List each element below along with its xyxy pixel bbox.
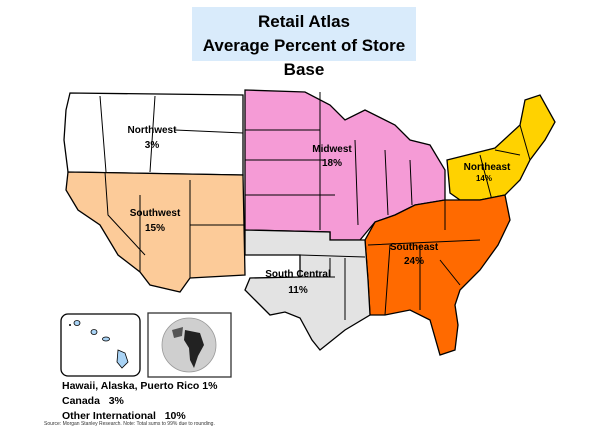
value-southwest: 15% [145,223,165,234]
note-hawaii: Hawaii, Alaska, Puerto Rico 1% [62,380,218,392]
note-canada: Canada 3% [62,395,124,407]
globe-icon [147,312,232,378]
label-south-central: South Central [265,269,331,280]
label-midwest: Midwest [312,144,352,155]
value-midwest: 18% [322,158,342,169]
value-northeast: 14% [476,174,492,183]
note-other-international: Other International 10% [62,410,186,422]
region-south-central [244,229,371,351]
title-line1: Retail Atlas [258,12,350,31]
value-southeast: 24% [404,256,424,267]
region-southeast [364,194,511,356]
source-note: Source: Morgan Stanley Research. Note: T… [44,421,215,427]
region-southwest [65,171,246,293]
value-northwest: 3% [145,140,160,151]
label-southwest: Southwest [130,208,181,219]
title-box: Retail Atlas Average Percent of Store Ba… [192,7,416,79]
title-line2: Average Percent of Store Base [202,36,406,79]
hawaii-inset [60,313,141,377]
label-northwest: Northwest [128,125,178,136]
notes: Hawaii, Alaska, Puerto Rico 1% Canada 3%… [62,379,217,424]
label-southeast: Southeast [390,242,439,253]
label-northeast: Northeast [464,162,511,173]
region-northeast [446,94,556,201]
value-south-central: 11% [288,285,308,296]
